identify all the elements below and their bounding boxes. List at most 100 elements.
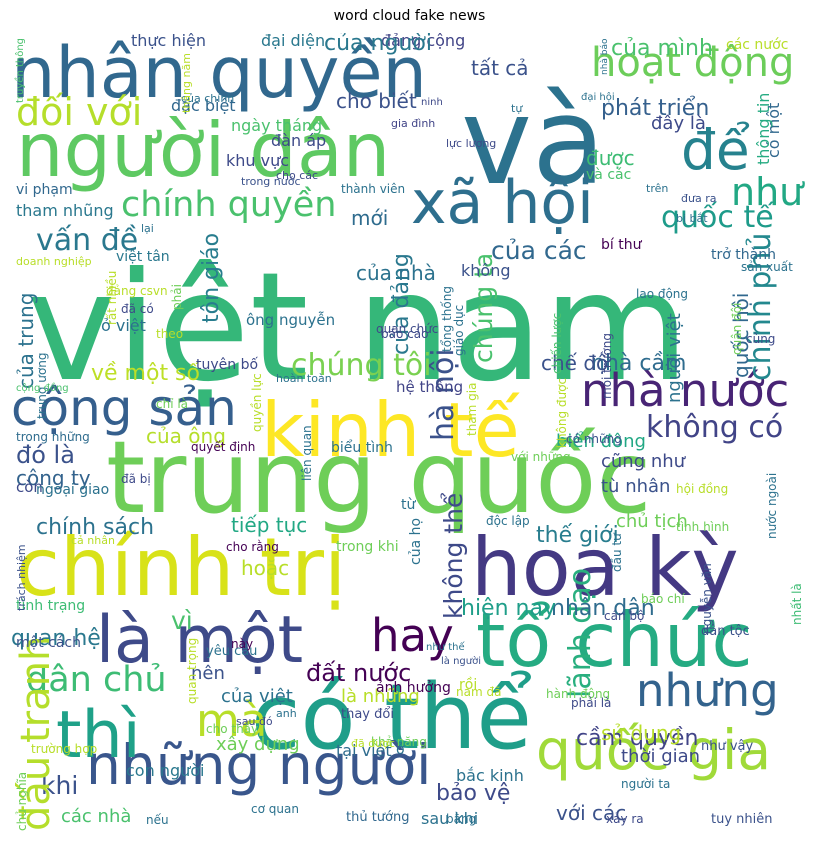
word-doi-voi: đối với [16,90,143,134]
word-trong-nhung: trong những [16,430,90,444]
word-cam-quyen: cầm quyền [576,726,699,751]
word-nuoc-ngoai: nước ngoài [765,472,779,539]
word-van-de: vấn đề [36,223,139,258]
word-ma: mà [196,694,268,747]
word-cua-trung: của trung [14,292,38,389]
word-luc-luong: lực lượng [446,137,497,150]
word-quyen-luc: quyền lực [250,373,264,432]
word-hanh-dong: hành động [546,687,611,701]
word-tham-gia: tham gia [465,382,479,436]
word-o-viet: ở việt [101,316,146,335]
word-bao-chi: báo chí [641,592,685,606]
word-lien-quan: liên quan [300,425,314,481]
word-che-do: chế độ [541,351,609,375]
word-khong-duoc: không được [555,377,569,448]
word-quoc-gia: quốc gia [536,718,772,782]
word-nhan-dan: nhân dân [551,596,655,621]
word-kinh-te: kinh tế [261,386,520,474]
word-xay-ra: xảy ra [606,812,644,826]
word-san-xuat: sản xuất [741,260,793,274]
word-doc-lap: độc lập [486,514,530,528]
word-mot-cach: một cách [16,635,81,651]
word-theo: theo [156,327,184,341]
word-tuyen-bo: tuyên bố [196,357,259,373]
word-dat-nuoc: đất nước [306,659,412,687]
word-giao-duc: giáo dục [452,304,466,356]
word-da-co: đã có [121,302,154,316]
word-quan-doi: quân đội [730,302,744,355]
chart-title: word cloud fake news [333,8,486,24]
word-cac-nha: các nhà [61,806,132,827]
word-dang-csvn: đảng csvn [106,284,168,298]
word-phat-trien: phát triển [601,96,710,121]
word-la-nhung: là những [341,686,420,707]
word-chi-la: chỉ là [156,397,189,411]
word-trung-quoc: trung quốc [106,419,652,536]
word-hoa-ky: hoa kỳ [471,521,739,614]
word-con: còn [16,478,43,496]
word-bao-cao: báo cáo [381,327,429,341]
word-viet-tan: việt tân [116,249,170,265]
word-thong-tin: thông tin [754,92,773,165]
word-tu-nhan: tù nhân [601,476,671,497]
word-tu: tự [511,102,523,115]
word-o: ở [396,742,405,758]
word-dang-cong: đảng cộng [381,33,466,50]
word-khong: không [461,261,511,280]
word-cho-rang: cho rằng [226,540,279,554]
word-tren: trên [646,182,669,195]
word-chinh-tri: chính trị [16,521,347,614]
word-do-la: đó là [16,441,75,469]
word-cac-nuoc: các nước [726,37,789,53]
word-nguoi-ta: người ta [621,777,671,791]
word-cung: cùng [746,332,776,346]
word-phai: phải [170,284,184,310]
word-day-la: đây là [651,113,706,134]
word-trach-nhiem: trách nhiệm [15,544,28,611]
word-hay: hay [371,609,454,662]
word-su-dung: sử dụng [601,721,682,745]
word-tinh-hinh: tình hình [676,520,730,534]
word-xa-hoi: xã hội [411,168,594,238]
word-he-thong: hệ thống [396,378,464,396]
word-chung-toi: chúng tôi [291,348,432,383]
word-da-bi: đã bị [121,472,151,486]
word-tham-nhung: tham nhũng [16,201,114,220]
word-thanh-vien: thành viên [341,182,406,196]
word-bi-thu: bí thư [601,237,642,253]
word-cloud: việt nam và trung quốc nhân quyền người dân c… [11,33,809,831]
word-hien-nay: hiện nay [461,596,556,621]
word-ton-giao: tôn giáo [199,232,224,323]
word-quan-trong: quan trọng [185,637,199,704]
word-bao-ve: bảo vệ [436,781,511,806]
word-bieu-tinh: biểu tình [331,440,393,456]
word-quan-he: quan hệ [11,626,101,651]
word-dua-ra: đưa ra [681,192,717,205]
word-trong-khi: trong khi [336,539,399,555]
word-de: để [681,118,750,182]
word-kha-nang: khả năng [371,735,427,749]
word-cua-chinh: của chính [181,92,235,105]
word-cong-dong: cộng đồng [16,383,69,394]
word-xay-dung: xây dựng [216,734,300,755]
word-bien-dong: biển đông [556,431,646,452]
word-da-duoc: đã được [351,737,395,750]
word-neu: nếu [146,813,169,827]
word-nha-cam: nhà cầm [591,351,687,376]
word-co-the: có thể [251,665,532,770]
word-lai: lại [141,222,154,235]
word-voi-cac: với các [556,801,627,825]
word-thuc-hien: thực hiện [131,33,207,50]
word-chinh-quyen: chính quyền [121,185,337,225]
word-ngay-thang: ngày tháng [231,116,323,135]
word-khi: khi [41,771,79,800]
word-truyen-thong: truyền thông [15,37,26,103]
word-nhu-the: như thế [426,642,465,653]
word-con-nguoi: con người [126,761,205,780]
word-cho-biet: cho biết [336,89,417,113]
word-vi: vì [171,606,193,635]
word-nguoi-viet: người việt [664,313,685,403]
word-chu-tich: chủ tịch [616,511,688,532]
word-co-quan: cơ quan [251,802,299,816]
word-tai-viet: tại việt [336,741,392,760]
